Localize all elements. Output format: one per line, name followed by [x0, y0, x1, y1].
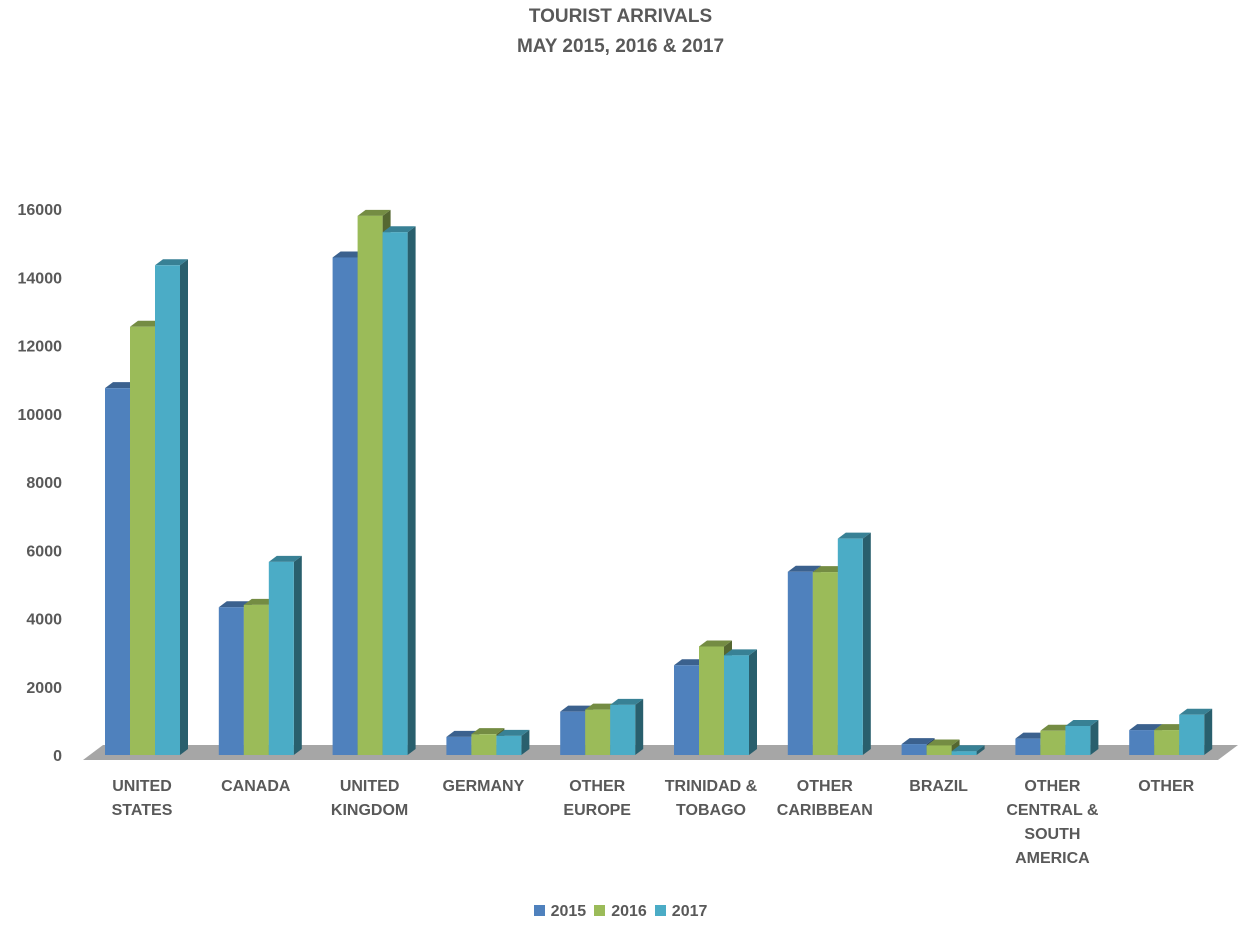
- legend-swatch: [654, 905, 666, 916]
- legend-label: 2016: [611, 903, 647, 920]
- x-tick-label: OTHER: [1138, 778, 1194, 795]
- x-tick-label: OTHER: [569, 778, 625, 795]
- x-tick-label: OTHER: [1024, 778, 1080, 795]
- y-tick-label: 6000: [26, 543, 62, 560]
- x-tick-label: GERMANY: [443, 778, 525, 795]
- x-tick-label: TOBAGO: [676, 802, 746, 819]
- bar-2017: [496, 729, 530, 755]
- bar-2017: [610, 698, 644, 755]
- legend-swatch: [594, 905, 606, 916]
- x-tick-label: BRAZIL: [909, 778, 968, 795]
- legend-swatch: [533, 905, 545, 916]
- x-tick-label: UNITED: [340, 778, 400, 795]
- legend-label: 2015: [550, 903, 587, 920]
- y-tick-label: 4000: [26, 612, 62, 629]
- bar-2017: [1179, 708, 1213, 755]
- legend-item: 2016: [594, 903, 647, 921]
- x-tick-label: CENTRAL &: [1006, 802, 1099, 819]
- x-tick-label: OTHER: [797, 778, 853, 795]
- x-tick-label: TRINIDAD &: [665, 778, 758, 795]
- chart-plot-area: 0 2000 4000 6000 8000 10000 12000 14000 16000 UNI…: [18, 202, 1238, 867]
- x-tick-label: STATES: [112, 802, 173, 819]
- x-tick-label: SOUTH: [1024, 826, 1080, 843]
- bar-2017: [268, 555, 302, 755]
- y-tick-label: 10000: [18, 407, 63, 424]
- y-tick-label: 16000: [18, 202, 63, 219]
- bar-2017: [951, 745, 985, 755]
- chart-subtitle: MAY 2015, 2016 & 2017: [516, 36, 725, 57]
- x-tick-label: CANADA: [221, 778, 291, 795]
- x-tick-label: CARIBBEAN: [777, 802, 873, 819]
- legend-label: 2017: [671, 903, 708, 920]
- x-tick-label: UNITED: [112, 778, 172, 795]
- x-tick-label: EUROPE: [563, 802, 631, 819]
- x-tick-label: AMERICA: [1015, 850, 1090, 867]
- bar-2017: [382, 226, 416, 755]
- y-tick-label: 12000: [18, 339, 63, 356]
- bar-2017: [724, 649, 757, 755]
- bar-2017: [837, 532, 871, 755]
- chart-legend: 2015 2016 2017: [0, 903, 1241, 921]
- x-tick-label: KINGDOM: [331, 802, 408, 819]
- bar-2017: [1065, 719, 1099, 755]
- y-tick-label: 14000: [18, 270, 63, 287]
- legend-item: 2015: [533, 903, 587, 921]
- y-tick-label: 2000: [26, 680, 62, 697]
- bar-2017: [155, 259, 188, 755]
- y-tick-label: 0: [53, 748, 62, 765]
- chart-title: TOURIST ARRIVALS: [528, 6, 713, 27]
- legend-item: 2017: [654, 903, 708, 921]
- y-tick-label: 8000: [26, 475, 62, 492]
